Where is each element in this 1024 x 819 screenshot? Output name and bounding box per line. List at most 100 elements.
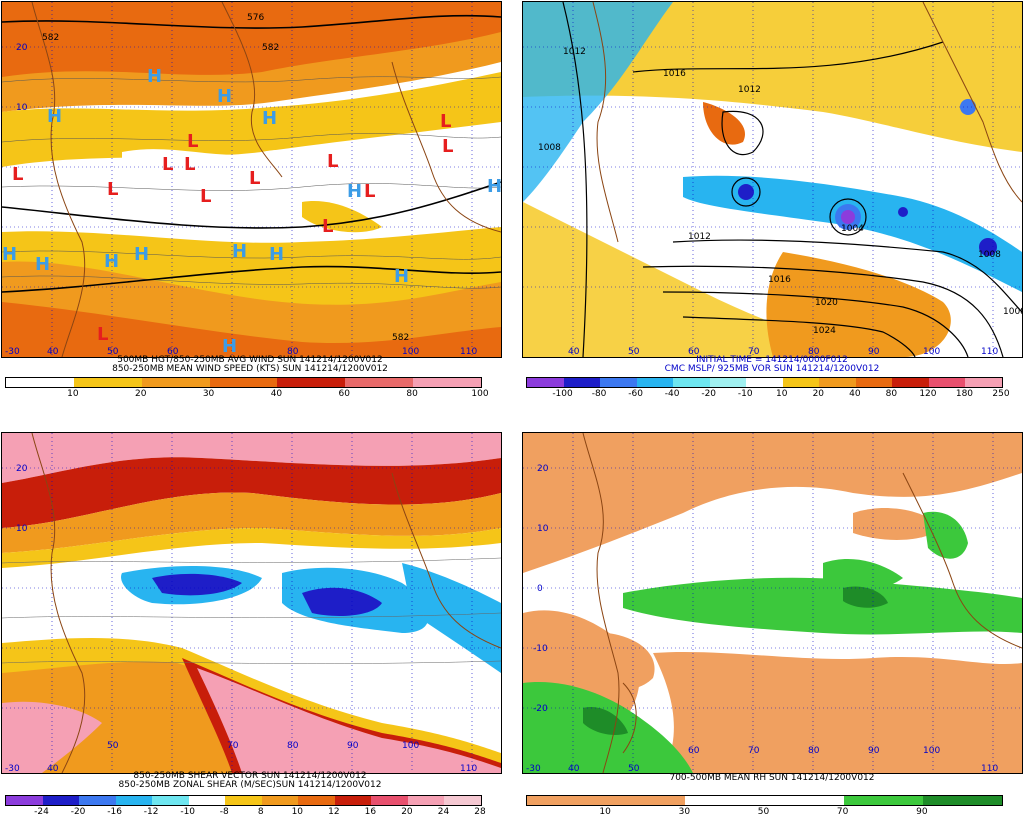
colorbar-swatch [636,378,674,387]
high-pressure-mark: H [47,106,62,127]
colorbar [526,795,1003,806]
colorbar-tick-label: 50 [757,807,770,817]
colorbar-tick-label: 10 [291,807,304,817]
lon-label: 100 [402,741,419,751]
colorbar-swatch [685,796,765,805]
panel-title: 850-250MB SHEAR VECTOR SUN 141214/1200V0… [133,771,367,781]
high-pressure-mark: H [347,181,362,202]
isobar-label: 1016 [768,275,791,285]
high-pressure-mark: H [232,241,247,262]
lon-label: 40 [47,347,59,357]
lon-label: 80 [287,741,299,751]
colorbar-tick-label: -16 [107,807,122,817]
low-pressure-mark: L [322,216,333,237]
colorbar-tick-label: 30 [202,389,215,399]
lon-label: 100 [923,347,940,357]
colorbar-tick-label: -12 [143,807,159,817]
colorbar-swatch [152,796,189,805]
colorbar-tick-label: 70 [836,807,849,817]
colorbar [5,377,482,388]
isobar-label: 1020 [815,298,838,308]
colorbar-tick-label: 24 [437,807,450,817]
colorbar-tick-label: 40 [270,389,283,399]
colorbar-tick-label: 100 [471,389,489,399]
contour-label: 582 [262,43,279,53]
high-pressure-mark: H [262,108,277,129]
lat-label: 10 [16,103,28,113]
panel-subtitle: CMC MSLP/ 925MB VOR SUN 141214/1200V012 [664,364,880,374]
colorbar-swatch [277,378,346,387]
colorbar-swatch [6,378,74,387]
lon-label: 80 [808,746,820,756]
lon-label: 60 [688,347,700,357]
colorbar-tick-label: -10 [737,389,753,399]
colorbar [526,377,1003,388]
relative-humidity-panel: 20 10 0 -10 -20 -30 40 50 60 70 80 90 10… [522,432,1023,774]
colorbar-tick-label: 10 [776,389,788,399]
colorbar-swatch [225,796,262,805]
colorbar-tick-label: -8 [219,807,229,817]
lon-label: 100 [923,746,940,756]
lon-label: 90 [868,746,880,756]
low-pressure-mark: L [184,154,195,175]
colorbar-swatch [922,796,1003,805]
low-pressure-mark: L [162,154,173,175]
colorbar-tick-label: -100 [552,389,573,399]
lon-label: 80 [287,347,299,357]
colorbar-tick-label: 20 [812,389,825,399]
lon-label: 70 [748,746,760,756]
high-pressure-mark: H [487,176,501,197]
colorbar-swatch [413,378,482,387]
colorbar-swatch [345,378,414,387]
wind-speed-map: H H H H H H H H H H H H H H L L L L L L … [2,2,501,357]
isobar-label: 1016 [663,69,686,79]
colorbar-swatch [764,796,844,805]
panel-title: 700-500MB MEAN RH SUN 141214/1200V012 [669,773,875,783]
lon-label: 50 [628,764,640,773]
colorbar [5,795,482,806]
colorbar-tick-label: 80 [885,389,898,399]
high-pressure-mark: H [222,336,237,357]
lon-label: 70 [227,741,239,751]
lat-label: 20 [537,464,549,474]
colorbar-swatch [371,796,408,805]
colorbar-swatch [563,378,601,387]
low-pressure-mark: L [442,136,453,157]
lat-label: 20 [16,464,28,474]
colorbar-tick-label: 30 [678,807,691,817]
colorbar-swatch [334,796,372,805]
low-pressure-mark: L [327,151,338,172]
colorbar-tick-label: 12 [328,807,340,817]
colorbar-swatch [444,796,481,805]
colorbar-swatch [965,378,1002,387]
colorbar-tick-label: -40 [664,389,680,399]
colorbar-swatch [892,378,929,387]
colorbar-tick-label: 80 [406,389,418,399]
lon-label: 40 [568,347,580,357]
colorbar-tick-label: 20 [134,389,147,399]
colorbar-swatch [600,378,637,387]
colorbar-swatch [855,378,893,387]
low-pressure-mark: L [249,168,260,189]
colorbar-swatch [79,796,116,805]
vorticity-panel: 1012 1016 1012 1008 1012 1016 1020 1024 … [522,1,1023,358]
high-pressure-mark: H [104,251,119,272]
lat-label: -30 [526,764,541,773]
colorbar-swatch [746,378,783,387]
colorbar-swatch [261,796,299,805]
colorbar-tick-label: 10 [599,807,611,817]
lon-label: 50 [107,741,119,751]
colorbar-swatch [115,796,153,805]
colorbar-tick-label: 16 [364,807,377,817]
colorbar-tick-label: 120 [919,389,937,399]
colorbar-tick-label: -80 [591,389,607,399]
lon-label: 60 [167,347,179,357]
panel-subtitle: 850-250MB ZONAL SHEAR (M/SEC)SUN 141214/… [118,780,382,790]
lon-label: 110 [981,764,998,773]
colorbar-swatch [407,796,445,805]
colorbar-swatch [843,796,923,805]
low-pressure-mark: L [440,111,451,132]
wind-speed-panel: H H H H H H H H H H H H H H L L L L L L … [1,1,502,358]
lon-label: 40 [47,764,59,773]
colorbar-swatch [606,796,686,805]
